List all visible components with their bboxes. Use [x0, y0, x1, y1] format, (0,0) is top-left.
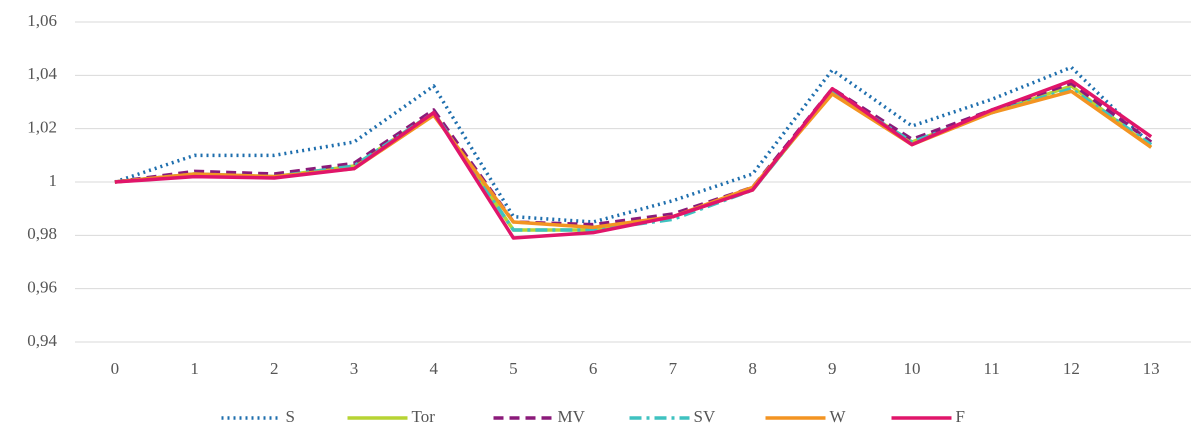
series-line	[114, 78, 1153, 240]
x-tick-label: 0	[111, 359, 120, 378]
x-tick-label: 5	[509, 359, 518, 378]
x-tick-label: 4	[429, 359, 438, 378]
x-tick-label: 6	[589, 359, 598, 378]
series-line	[114, 65, 1153, 224]
legend-label: SV	[694, 407, 716, 426]
legend-label: MV	[558, 407, 586, 426]
x-tick-label: 11	[984, 359, 1000, 378]
x-tick-label: 3	[350, 359, 359, 378]
x-tick-label: 2	[270, 359, 279, 378]
x-tick-label: 12	[1063, 359, 1080, 378]
x-tick-label: 7	[669, 359, 678, 378]
y-tick-label: 1,04	[27, 64, 57, 83]
series-line	[114, 89, 1153, 230]
x-tick-label: 13	[1143, 359, 1160, 378]
x-tick-label: 9	[828, 359, 837, 378]
legend-label: F	[956, 407, 965, 426]
y-tick-label: 0,94	[27, 331, 57, 350]
y-tick-label: 1,02	[27, 118, 57, 137]
x-tick-label: 10	[904, 359, 921, 378]
y-tick-label: 1,06	[27, 11, 57, 30]
y-tick-label: 1	[49, 171, 58, 190]
series-line	[114, 81, 1153, 227]
y-tick-label: 0,98	[27, 224, 57, 243]
legend-label: Tor	[412, 407, 436, 426]
x-tick-label: 8	[748, 359, 757, 378]
y-tick-label: 0,96	[27, 278, 57, 297]
x-tick-label: 1	[190, 359, 199, 378]
legend-label: W	[830, 407, 847, 426]
legend-label: S	[286, 407, 295, 426]
